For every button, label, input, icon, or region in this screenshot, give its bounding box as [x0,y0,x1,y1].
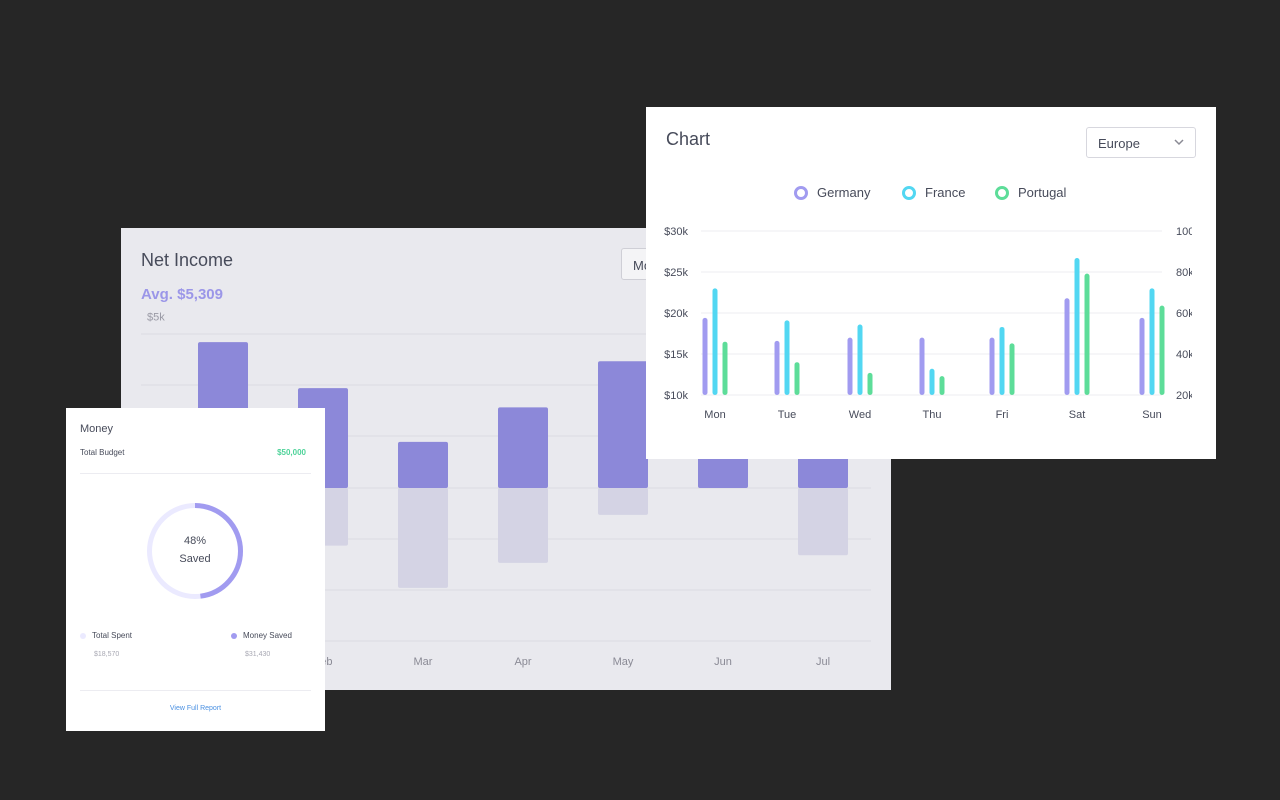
france-bar [712,288,718,395]
right-axis-mask [1192,217,1216,407]
donut-caption: Saved [179,553,211,565]
x-tick-label: Fri [996,409,1009,421]
legend-portugal-label: Portugal [1018,185,1067,200]
portugal-bar [867,372,873,395]
x-tick-label: Jun [714,656,732,668]
germany-bar [702,317,708,395]
portugal-marker-icon [995,186,1009,200]
legend-germany[interactable]: Germany [794,185,870,200]
germany-marker-icon [794,186,808,200]
x-tick-label: May [613,656,634,668]
portugal-bar [794,362,800,395]
x-tick-label: Sat [1069,409,1086,421]
portugal-bar [722,341,728,395]
x-tick-label: Wed [849,409,871,421]
donut-percent: 48% [183,535,207,547]
total-spent-dot [80,632,86,639]
legend-portugal[interactable]: Portugal [995,185,1066,200]
total-budget-label: Total Budget [80,448,125,457]
right-y-tick-label: 80k [1176,267,1194,279]
germany-bar [919,337,925,395]
legend-total-spent: Total Spent [80,631,132,640]
x-tick-label: Sun [1142,409,1162,421]
net-income-title: Net Income [141,250,234,270]
expense-bar [498,488,548,563]
income-bar [498,407,548,488]
money-saved-dot [231,632,237,639]
france-bar [999,326,1005,395]
expense-bar [798,488,848,556]
left-y-tick-label: $30k [664,226,688,238]
france-bar [784,320,790,395]
money-title: Money [80,423,114,435]
left-y-tick-label: $10k [664,390,688,402]
germany-bar [774,340,780,395]
money-saved-label: Money Saved [243,631,292,640]
weekly-chart-card: Chart Europe Germany France Portugal $30… [646,107,1216,459]
france-bar [929,368,935,395]
y-tick-label: $5k [147,312,165,324]
germany-bar [1139,317,1145,395]
x-tick-label: Mar [414,656,433,668]
income-bar [398,441,448,488]
germany-bar [847,337,853,395]
region-select-value: Europe [1098,136,1140,151]
expense-bar [598,488,648,515]
left-y-tick-label: $25k [664,267,688,279]
legend-germany-label: Germany [817,185,871,200]
net-income-average: Avg. $5,309 [141,286,223,303]
legend-france[interactable]: France [902,185,965,200]
total-budget-value: $50,000 [277,448,306,457]
x-tick-label: Jul [816,656,830,668]
view-full-report-link[interactable]: View Full Report [169,705,222,712]
x-tick-label: Apr [514,656,531,668]
portugal-bar [1084,273,1090,395]
x-tick-label: Tue [778,409,797,421]
right-y-tick-label: 40k [1176,349,1194,361]
france-bar [1149,288,1155,395]
france-bar [1074,258,1080,395]
right-y-tick-label: 60k [1176,308,1194,320]
region-select[interactable]: Europe [1086,127,1196,158]
germany-bar [1064,298,1070,395]
right-y-tick-label: 20k [1176,390,1194,402]
divider [80,473,311,474]
money-saved-value: $31,430 [245,651,271,658]
portugal-bar [1009,343,1015,395]
total-spent-label: Total Spent [92,631,133,640]
weekly-bar-chart: $30k $25k $20k $15k $10k 100 80k 60k 40k 20k Mon Tu… [664,217,1216,421]
portugal-bar [1159,305,1165,395]
chevron-down-icon [1174,139,1184,146]
expense-bar [398,488,448,588]
legend-money-saved: Money Saved [231,631,292,640]
x-tick-label: Mon [704,409,725,421]
germany-bar [989,337,995,395]
france-bar [857,324,863,395]
legend-france-label: France [925,185,966,200]
left-y-tick-label: $20k [664,308,688,320]
left-y-tick-label: $15k [664,349,688,361]
france-marker-icon [902,186,916,200]
divider [80,690,311,691]
chart-title: Chart [666,129,711,149]
total-spent-value: $18,570 [94,651,120,658]
x-tick-label: Thu [923,409,942,421]
portugal-bar [939,376,945,395]
donut-progress [147,503,243,599]
right-y-tick-label: 100 [1176,226,1194,238]
savings-donut: 48% Saved [144,500,246,602]
money-card: Money Total Budget $50,000 48% Saved Tot… [66,408,325,731]
income-bar [598,361,648,488]
